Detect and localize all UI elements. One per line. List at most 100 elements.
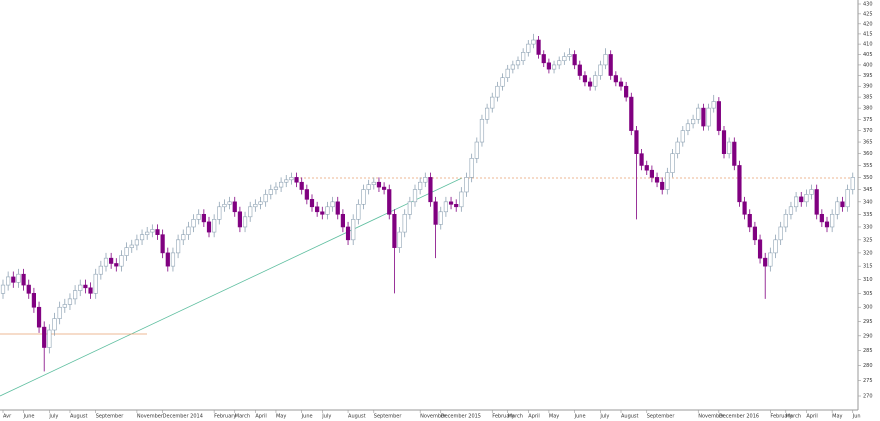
candle-body bbox=[67, 298, 73, 305]
y-tick-label: 415 bbox=[863, 31, 873, 37]
candle-body bbox=[21, 273, 26, 286]
candle-body bbox=[376, 181, 382, 188]
x-tick-label: May bbox=[276, 414, 286, 420]
candle-body bbox=[840, 201, 845, 208]
x-tick-label: Jun bbox=[852, 414, 861, 420]
candle-body bbox=[258, 201, 263, 205]
candle-body bbox=[356, 203, 361, 220]
candle-body bbox=[433, 201, 438, 225]
candle-body bbox=[42, 326, 47, 348]
x-tick-label: August bbox=[70, 414, 88, 420]
candle-body bbox=[253, 203, 258, 208]
candle-body bbox=[675, 141, 680, 154]
candle-body bbox=[495, 85, 500, 98]
candle-body bbox=[16, 273, 21, 283]
x-tick-label: December 2014 bbox=[163, 414, 203, 420]
candle-body bbox=[484, 107, 490, 120]
candle-body bbox=[551, 64, 557, 70]
candle-body bbox=[680, 130, 685, 143]
candle-body bbox=[222, 203, 227, 208]
x-tick-label: November bbox=[137, 414, 164, 420]
x-tick-label: June bbox=[301, 414, 313, 420]
y-tick-label: 340 bbox=[863, 199, 873, 205]
y-tick-label: 320 bbox=[863, 250, 873, 256]
y-tick-label: 390 bbox=[863, 84, 873, 90]
candle-body bbox=[613, 75, 618, 83]
x-tick-label: August bbox=[621, 414, 639, 420]
candle-body bbox=[721, 130, 727, 154]
candle-body bbox=[263, 194, 268, 203]
y-tick-label: 375 bbox=[863, 117, 873, 123]
y-tick-label: 380 bbox=[863, 106, 873, 112]
candle-body bbox=[36, 306, 42, 328]
y-tick-label: 370 bbox=[863, 128, 873, 134]
y-tick-label: 385 bbox=[863, 95, 873, 101]
candle-body bbox=[593, 75, 598, 87]
candle-body bbox=[773, 239, 778, 254]
candle-body bbox=[325, 206, 330, 215]
y-tick-label: 310 bbox=[863, 277, 873, 283]
candle-body bbox=[103, 257, 109, 267]
candle-body bbox=[47, 329, 52, 348]
candle-body bbox=[191, 219, 196, 228]
candle-body bbox=[732, 141, 737, 166]
y-tick-label: 395 bbox=[863, 73, 873, 79]
candle-body bbox=[752, 226, 757, 241]
candle-body bbox=[577, 64, 582, 76]
candle-body bbox=[217, 206, 222, 220]
y-tick-label: 410 bbox=[863, 42, 873, 48]
x-tick-label: July bbox=[48, 414, 58, 420]
y-tick-label: 270 bbox=[863, 394, 873, 400]
candle-body bbox=[83, 284, 88, 289]
candle-body bbox=[479, 118, 485, 143]
candle-body bbox=[397, 231, 402, 248]
candle-body bbox=[237, 211, 243, 228]
candle-body bbox=[26, 284, 31, 294]
candle-body bbox=[98, 265, 103, 275]
candle-body bbox=[685, 123, 691, 131]
candle-body bbox=[598, 64, 603, 76]
candle-body bbox=[737, 165, 742, 203]
candle-body bbox=[690, 118, 696, 125]
candle-body bbox=[500, 77, 505, 87]
candle-body bbox=[88, 287, 93, 294]
y-tick-label: 290 bbox=[863, 333, 873, 339]
candle-body bbox=[799, 196, 804, 203]
y-tick-label: 285 bbox=[863, 348, 873, 354]
candle-body bbox=[587, 81, 593, 87]
candle-body bbox=[644, 165, 649, 171]
candle-body bbox=[78, 284, 83, 291]
candle-body bbox=[304, 189, 309, 200]
x-tick-label: September bbox=[96, 414, 125, 420]
candle-body bbox=[196, 213, 201, 220]
candle-body bbox=[315, 206, 320, 213]
y-tick-label: 405 bbox=[863, 52, 873, 58]
candle-body bbox=[114, 263, 119, 267]
candle-body bbox=[546, 62, 551, 70]
candle-body bbox=[505, 68, 510, 78]
candle-body bbox=[670, 153, 675, 173]
y-tick-label: 350 bbox=[863, 175, 873, 181]
candle-body bbox=[747, 213, 752, 228]
candle-body bbox=[464, 177, 469, 193]
x-tick-label: September bbox=[647, 414, 676, 420]
y-tick-label: 425 bbox=[863, 11, 873, 17]
y-tick-label: 420 bbox=[863, 21, 873, 27]
candle-body bbox=[134, 239, 140, 246]
candle-body bbox=[618, 81, 624, 87]
candle-body bbox=[320, 211, 325, 215]
candle-body bbox=[830, 213, 835, 228]
x-tick-label: June bbox=[574, 414, 586, 420]
candle-body bbox=[289, 177, 294, 181]
candle-body bbox=[824, 221, 830, 228]
candle-body bbox=[757, 239, 763, 259]
candle-body bbox=[845, 189, 850, 208]
x-tick-label: July bbox=[321, 414, 331, 420]
x-tick-label: April bbox=[806, 414, 817, 420]
candle-body bbox=[392, 213, 397, 248]
candle-body bbox=[242, 216, 248, 228]
candle-body bbox=[62, 304, 67, 308]
candle-body bbox=[201, 213, 206, 223]
